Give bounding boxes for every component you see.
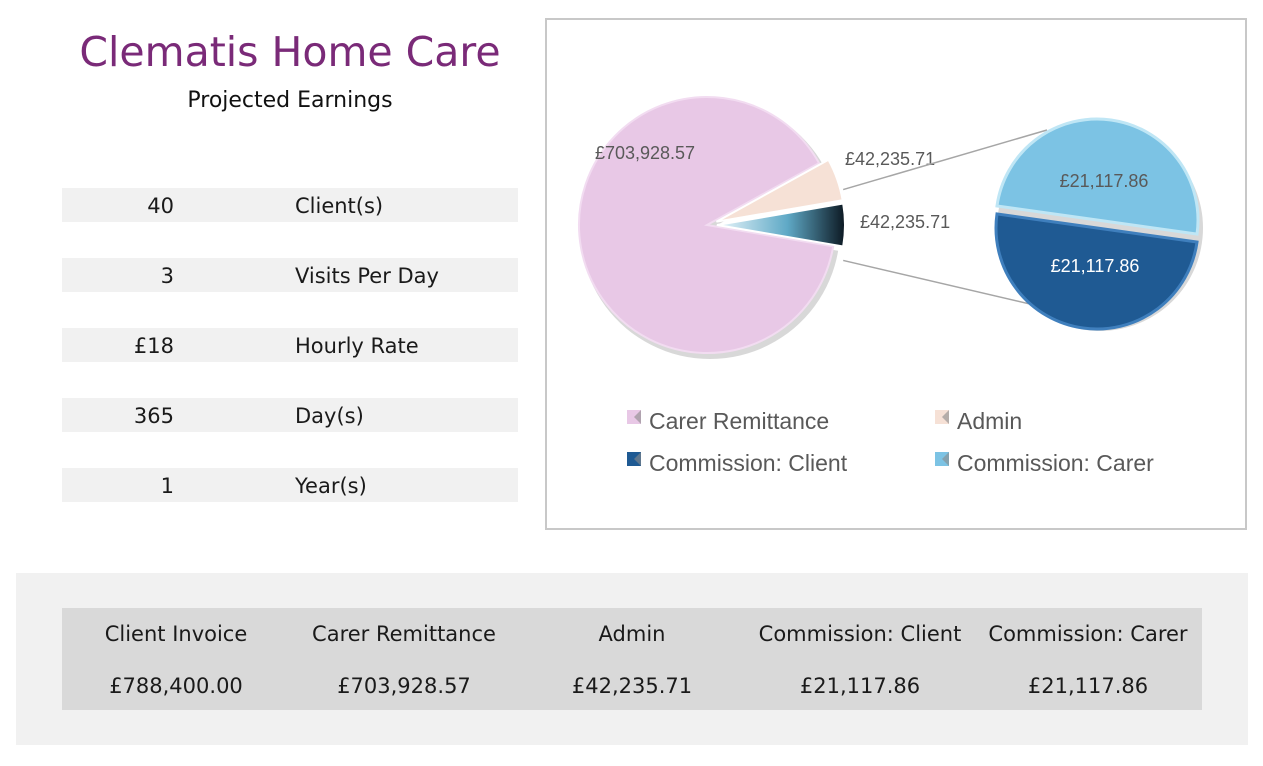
data-label-commission-carer: £21,117.86 xyxy=(1060,171,1149,191)
data-label-other: £42,235.71 xyxy=(860,212,950,232)
pie-chart[interactable]: £703,928.57 £42,235.71 £42,235.71 £21,117.8… xyxy=(545,18,1247,530)
legend-item-label: Commission: Client xyxy=(649,450,848,476)
slice-admin xyxy=(715,158,844,223)
summary-col-carer-remittance: Carer Remittance £703,928.57 xyxy=(290,608,518,710)
legend-item-label: Carer Remittance xyxy=(649,408,829,434)
summary-value: £703,928.57 xyxy=(337,674,471,698)
param-value[interactable]: 3 xyxy=(160,264,174,288)
summary-value: £42,235.71 xyxy=(571,674,693,698)
param-label: Client(s) xyxy=(295,194,384,218)
param-row-visits-per-day: 3 Visits Per Day xyxy=(62,258,518,292)
legend-swatch-bevel xyxy=(634,410,641,424)
summary-value: £788,400.00 xyxy=(109,674,243,698)
param-row-days: 365 Day(s) xyxy=(62,398,518,432)
summary-value: £21,117.86 xyxy=(799,674,921,698)
slice-commission-carer xyxy=(995,117,1200,236)
param-value[interactable]: 40 xyxy=(147,194,174,218)
page-title: Clematis Home Care xyxy=(79,28,501,76)
summary-header: Client Invoice xyxy=(104,622,248,646)
param-label: Year(s) xyxy=(295,474,367,498)
legend-item-label: Commission: Carer xyxy=(957,450,1154,476)
param-value[interactable]: 1 xyxy=(160,474,174,498)
slice-commission-client xyxy=(994,212,1199,331)
connector-line-top xyxy=(842,129,1048,191)
summary-header: Carer Remittance xyxy=(312,622,496,646)
slice-carer-remittance xyxy=(578,96,835,354)
param-label: Hourly Rate xyxy=(295,334,419,358)
summary-value: £21,117.86 xyxy=(1027,674,1149,698)
summary-header: Commission: Client xyxy=(758,622,962,646)
data-label-commission-client: £21,117.86 xyxy=(1051,256,1140,276)
legend-item-label: Admin xyxy=(957,408,1022,434)
param-row-clients: 40 Client(s) xyxy=(62,188,518,222)
legend-swatch-bevel xyxy=(942,452,949,466)
summary-header: Commission: Carer xyxy=(988,622,1188,646)
page-subtitle: Projected Earnings xyxy=(187,88,393,113)
summary-col-commission-client: Commission: Client £21,117.86 xyxy=(746,608,974,710)
data-label-admin: £42,235.71 xyxy=(845,149,935,169)
param-value[interactable]: 365 xyxy=(133,404,174,428)
param-label: Visits Per Day xyxy=(295,264,439,288)
param-row-years: 1 Year(s) xyxy=(62,468,518,502)
summary-col-admin: Admin £42,235.71 xyxy=(518,608,746,710)
summary-header: Admin xyxy=(598,622,666,646)
pie-chart-canvas: £703,928.57 £42,235.71 £42,235.71 £21,117.8… xyxy=(578,96,1203,476)
summary-col-client-invoice: Client Invoice £788,400.00 xyxy=(62,608,290,710)
param-row-hourly-rate: £18 Hourly Rate xyxy=(62,328,518,362)
connector-line-bottom xyxy=(843,259,1048,309)
param-value[interactable]: £18 xyxy=(133,334,174,358)
param-label: Day(s) xyxy=(295,404,364,428)
data-label-carer-remittance: £703,928.57 xyxy=(595,143,695,163)
legend-swatch-bevel xyxy=(942,410,949,424)
summary-table: Client Invoice £788,400.00 Carer Remitta… xyxy=(62,608,1202,710)
slice-other xyxy=(716,202,846,248)
legend-swatch-bevel xyxy=(634,452,641,466)
summary-col-commission-carer: Commission: Carer £21,117.86 xyxy=(974,608,1202,710)
